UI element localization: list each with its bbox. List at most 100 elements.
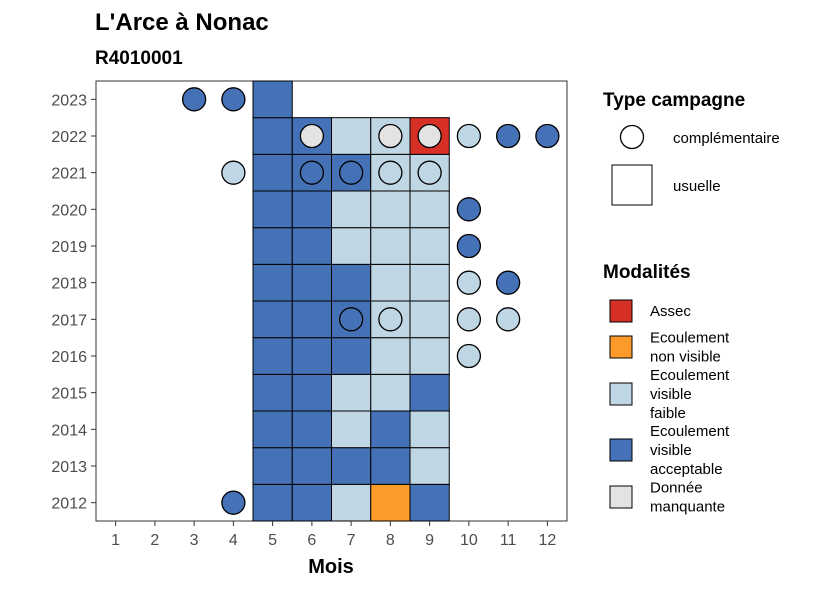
- point-2017-11: [495, 307, 521, 332]
- point-2021-9: [417, 160, 442, 185]
- tile-2012-6: [291, 483, 332, 522]
- tile-2015-8: [370, 373, 411, 412]
- legend-label-assec: Assec: [650, 303, 691, 320]
- point-2023-3: [181, 87, 207, 112]
- legend-label-ecoul_vf: Ecoulement: [650, 367, 730, 384]
- y-tick-label: 2014: [51, 422, 87, 439]
- point-2020-10: [456, 197, 482, 222]
- legend-key-assec: [609, 299, 633, 323]
- y-tick-label: 2016: [51, 349, 87, 366]
- tile-2013-7: [331, 447, 372, 485]
- tile-2018-9: [409, 263, 450, 302]
- point-2016-10: [456, 343, 482, 369]
- x-tick-label: 4: [229, 532, 238, 549]
- y-tick-label: 2013: [51, 459, 87, 476]
- tile-2019-7: [331, 227, 372, 265]
- tile-2014-9: [409, 410, 450, 449]
- legend-circle-symbol: [619, 124, 645, 150]
- legend-label-ecoul_va: acceptable: [650, 461, 723, 478]
- tile-2012-8: [370, 483, 411, 522]
- legend-key-ecoul_nv: [609, 335, 633, 359]
- tile-2020-5: [252, 190, 293, 229]
- tile-2022-5: [252, 117, 293, 155]
- x-axis-title: Mois: [308, 556, 354, 578]
- point-2022-11: [495, 123, 521, 149]
- y-tick-label: 2019: [51, 239, 87, 256]
- point-2023-4: [221, 87, 246, 112]
- legend-label-ecoul_vf: visible: [650, 386, 692, 403]
- legend-type-label: usuelle: [673, 178, 721, 195]
- point-2022-8: [378, 123, 403, 149]
- legend-label-ecoul_vf: faible: [650, 405, 686, 422]
- point-2022-10: [456, 123, 482, 149]
- tile-2020-7: [331, 190, 372, 229]
- legend-type-label: complémentaire: [673, 130, 780, 147]
- tile-2017-5: [252, 300, 293, 339]
- tile-2012-7: [331, 483, 372, 522]
- tile-2021-5: [252, 153, 293, 192]
- tile-2020-6: [291, 190, 332, 229]
- y-tick-label: 2023: [51, 92, 87, 109]
- y-tick-label: 2021: [51, 166, 87, 183]
- chart-title: L'Arce à Nonac: [95, 9, 269, 36]
- tiles-layer: [252, 80, 450, 522]
- chart-subtitle: R4010001: [95, 48, 183, 69]
- point-2018-10: [456, 270, 482, 295]
- x-axis: 1 2 3 4 5 6 7 8 9 10 11 12: [111, 521, 556, 549]
- legend: Type campagne Modalités complémentaire us…: [603, 90, 780, 516]
- point-2021-7: [338, 160, 364, 185]
- point-2019-10: [456, 233, 482, 259]
- tile-2015-6: [291, 373, 332, 412]
- tile-2016-5: [252, 337, 293, 375]
- tile-2023-5: [252, 80, 293, 119]
- point-2022-12: [535, 123, 560, 149]
- point-2022-6: [299, 123, 325, 149]
- legend-key-ecoul_va: [609, 438, 633, 462]
- x-tick-label: 8: [386, 532, 395, 549]
- point-2018-11: [495, 270, 521, 295]
- tile-2017-9: [409, 300, 450, 339]
- x-tick-label: 12: [538, 532, 556, 549]
- point-2017-8: [378, 307, 403, 332]
- x-tick-label: 7: [347, 532, 356, 549]
- tile-2016-7: [331, 337, 372, 375]
- tile-2013-5: [252, 447, 293, 485]
- x-tick-label: 3: [190, 532, 199, 549]
- tile-2018-6: [291, 263, 332, 302]
- tile-2022-6: [291, 117, 332, 155]
- tile-2019-8: [370, 227, 411, 265]
- tile-2014-8: [370, 410, 411, 449]
- tile-2013-9: [409, 447, 450, 485]
- point-2012-4: [221, 490, 246, 515]
- point-2017-10: [456, 307, 482, 332]
- tile-2019-5: [252, 227, 293, 265]
- point-2021-8: [378, 160, 403, 185]
- tile-2012-5: [252, 483, 293, 522]
- legend-label-ecoul_nv: non visible: [650, 349, 721, 366]
- tile-2012-9: [409, 483, 450, 522]
- x-tick-label: 10: [460, 532, 478, 549]
- legend-type-title: Type campagne: [603, 90, 745, 111]
- y-tick-label: 2020: [51, 202, 87, 219]
- x-tick-label: 5: [268, 532, 277, 549]
- legend-key-nd: [609, 485, 633, 509]
- y-tick-label: 2012: [51, 496, 87, 513]
- points-layer: [181, 87, 560, 515]
- x-tick-label: 9: [425, 532, 434, 549]
- legend-label-ecoul_va: Ecoulement: [650, 423, 730, 440]
- tile-2014-6: [291, 410, 332, 449]
- legend-label-ecoul_va: visible: [650, 442, 692, 459]
- tile-2018-7: [331, 263, 372, 302]
- legend-modalites-title: Modalités: [603, 262, 691, 283]
- tile-2017-6: [291, 300, 332, 339]
- legend-label-nd: Donnée: [650, 480, 703, 497]
- y-tick-label: 2017: [51, 312, 87, 329]
- y-tick-label: 2015: [51, 386, 87, 403]
- tile-2015-7: [331, 373, 372, 412]
- tile-2016-9: [409, 337, 450, 375]
- legend-key-ecoul_vf: [609, 382, 633, 406]
- point-2022-9: [417, 123, 442, 149]
- tile-2014-5: [252, 410, 293, 449]
- legend-label-ecoul_nv: Ecoulement: [650, 330, 730, 347]
